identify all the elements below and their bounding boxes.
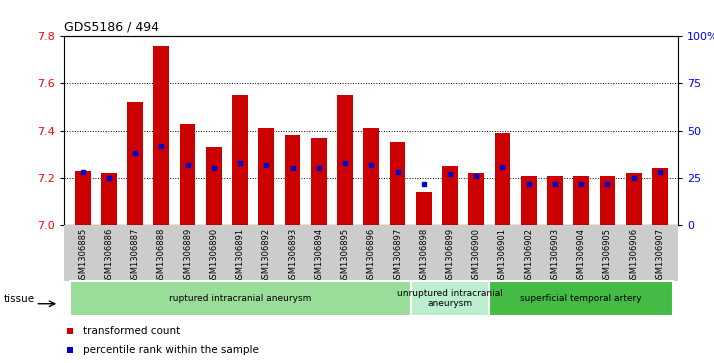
Text: GSM1306905: GSM1306905 xyxy=(603,228,612,284)
Bar xyxy=(101,173,117,225)
Bar xyxy=(363,129,379,225)
Text: GSM1306896: GSM1306896 xyxy=(367,228,376,284)
Bar xyxy=(495,133,511,225)
Text: GSM1306889: GSM1306889 xyxy=(183,228,192,284)
Bar xyxy=(180,124,196,225)
Bar xyxy=(600,176,615,225)
Text: GSM1306894: GSM1306894 xyxy=(314,228,323,284)
Text: superficial temporal artery: superficial temporal artery xyxy=(521,294,642,303)
Bar xyxy=(468,173,484,225)
Text: percentile rank within the sample: percentile rank within the sample xyxy=(83,345,258,355)
Bar xyxy=(127,102,143,225)
Bar xyxy=(232,95,248,225)
Bar xyxy=(258,129,274,225)
Text: GSM1306902: GSM1306902 xyxy=(524,228,533,284)
Text: GSM1306900: GSM1306900 xyxy=(472,228,481,284)
Text: unruptured intracranial
aneurysm: unruptured intracranial aneurysm xyxy=(397,289,503,308)
Text: GSM1306886: GSM1306886 xyxy=(104,228,114,284)
Text: GSM1306899: GSM1306899 xyxy=(446,228,455,284)
Bar xyxy=(411,281,489,316)
Bar xyxy=(573,176,589,225)
Bar xyxy=(625,173,642,225)
Bar xyxy=(442,166,458,225)
Bar xyxy=(206,147,222,225)
Text: GDS5186 / 494: GDS5186 / 494 xyxy=(64,21,159,34)
Text: GSM1306903: GSM1306903 xyxy=(550,228,560,284)
Text: GSM1306895: GSM1306895 xyxy=(341,228,350,284)
Text: GSM1306892: GSM1306892 xyxy=(262,228,271,284)
Text: GSM1306893: GSM1306893 xyxy=(288,228,297,284)
Bar xyxy=(285,135,301,225)
Bar xyxy=(390,143,406,225)
Text: GSM1306887: GSM1306887 xyxy=(131,228,140,284)
Bar xyxy=(416,192,432,225)
Text: GSM1306901: GSM1306901 xyxy=(498,228,507,284)
Bar xyxy=(547,176,563,225)
Bar xyxy=(337,95,353,225)
Text: GSM1306891: GSM1306891 xyxy=(236,228,245,284)
Text: GSM1306906: GSM1306906 xyxy=(629,228,638,284)
Text: GSM1306904: GSM1306904 xyxy=(577,228,585,284)
Bar xyxy=(489,281,673,316)
Text: ruptured intracranial aneurysm: ruptured intracranial aneurysm xyxy=(169,294,311,303)
Bar xyxy=(75,171,91,225)
Text: GSM1306885: GSM1306885 xyxy=(78,228,87,284)
Text: GSM1306898: GSM1306898 xyxy=(419,228,428,284)
Text: transformed count: transformed count xyxy=(83,326,180,336)
Text: tissue: tissue xyxy=(4,294,35,305)
Text: GSM1306907: GSM1306907 xyxy=(655,228,665,284)
Text: GSM1306897: GSM1306897 xyxy=(393,228,402,284)
Bar xyxy=(652,168,668,225)
Bar xyxy=(311,138,327,225)
Bar xyxy=(521,176,537,225)
Text: GSM1306888: GSM1306888 xyxy=(157,228,166,284)
Bar xyxy=(69,281,411,316)
Bar xyxy=(154,46,169,225)
Text: GSM1306890: GSM1306890 xyxy=(209,228,218,284)
